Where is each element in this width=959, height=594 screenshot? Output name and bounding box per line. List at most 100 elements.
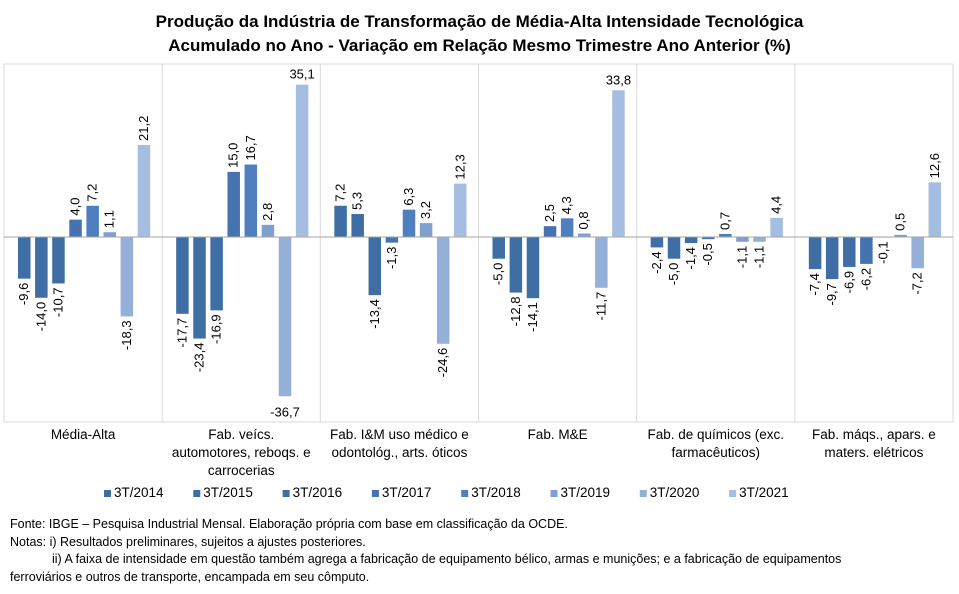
legend-label: 3T/2021	[739, 485, 789, 500]
bar-3T-2014	[650, 237, 664, 248]
data-label: 0,5	[893, 213, 908, 231]
legend-swatch	[104, 490, 111, 497]
data-label: 2,5	[542, 204, 557, 222]
bar-3T-2018	[560, 218, 574, 237]
bar-3T-2017	[701, 237, 715, 240]
data-label: 21,2	[136, 116, 151, 141]
note-1: Notas: i) Resultados preliminares, sujei…	[10, 534, 366, 549]
bar-3T-2016	[52, 237, 65, 284]
data-label: -7,4	[807, 273, 822, 295]
bar-3T-2018	[86, 205, 99, 237]
bar-3T-2015	[825, 237, 839, 280]
legend-swatch	[282, 490, 290, 497]
data-label: -24,6	[435, 348, 450, 378]
bar-3T-2018	[402, 209, 416, 237]
data-label: -5,0	[491, 263, 506, 285]
bar-3T-2020	[436, 237, 450, 344]
bar-3T-2019	[578, 233, 591, 237]
data-label: 0,7	[717, 212, 732, 230]
bar-3T-2017	[69, 219, 82, 237]
data-label: 2,8	[260, 203, 275, 221]
bar-3T-2015	[509, 237, 523, 293]
bar-3T-2016	[684, 237, 698, 244]
bar-3T-2021	[137, 144, 151, 237]
bar-3T-2018	[244, 164, 258, 237]
bar-3T-2014	[334, 205, 347, 237]
data-label: -6,2	[858, 268, 873, 290]
data-label: -11,7	[593, 292, 608, 321]
data-label: -1,3	[384, 247, 399, 269]
bar-3T-2020	[120, 237, 134, 317]
legend-label: 3T/2019	[561, 485, 611, 500]
bar-3T-2017	[860, 237, 873, 264]
legend-swatch	[550, 490, 558, 497]
data-label: 15,0	[226, 143, 241, 168]
bar-3T-2016	[843, 237, 856, 267]
note-2b: ferroviários e outros de transporte, enc…	[10, 569, 370, 584]
data-label: 35,1	[289, 67, 314, 82]
bar-3T-2015	[35, 237, 48, 298]
data-label: -12,8	[508, 297, 523, 327]
bar-3T-2014	[808, 237, 822, 270]
data-label: -16,9	[209, 314, 224, 344]
category-label: odontológ., arts. óticos	[331, 445, 467, 460]
bar-3T-2014	[18, 237, 31, 279]
bar-3T-2020	[753, 237, 766, 242]
category-label: carrocerias	[208, 463, 275, 478]
data-label: -17,7	[174, 318, 189, 348]
bar-3T-2014	[176, 237, 189, 314]
data-label: -9,6	[16, 283, 31, 305]
category-label: Fab. máqs., apars. e	[812, 427, 936, 442]
data-label: -13,4	[367, 299, 382, 329]
data-label: 4,0	[68, 198, 83, 216]
category-label: farmacêuticos)	[671, 445, 760, 460]
data-label: 3,2	[418, 201, 433, 219]
bar-3T-2017	[385, 237, 399, 243]
bar-3T-2020	[278, 237, 292, 397]
bar-3T-2015	[667, 237, 681, 259]
data-label: -23,4	[192, 343, 207, 373]
bar-3T-2019	[894, 234, 907, 237]
bar-3T-2016	[526, 237, 540, 299]
bar-3T-2015	[351, 213, 364, 237]
data-label: 12,3	[452, 154, 467, 179]
legend-label: 3T/2014	[114, 485, 164, 500]
bar-3T-2020	[595, 237, 608, 288]
data-label: -1,1	[734, 246, 749, 268]
bar-3T-2021	[295, 84, 309, 237]
category-label: Fab. de químicos (exc.	[647, 427, 784, 442]
bar-3T-2015	[193, 237, 206, 339]
legend-swatch	[371, 490, 379, 497]
data-label: 12,6	[927, 153, 942, 178]
chart-subtitle: Acumulado no Ano - Variação em Relação M…	[168, 36, 791, 55]
data-label: -14,1	[525, 302, 540, 332]
data-label: 16,7	[243, 135, 258, 160]
data-label: -0,1	[875, 241, 890, 263]
category-label: Média-Alta	[51, 427, 116, 442]
bar-3T-2017	[227, 171, 240, 237]
legend-label: 3T/2018	[471, 485, 521, 500]
data-label: 4,4	[769, 196, 784, 214]
bar-3T-2019	[736, 237, 749, 242]
legend-label: 3T/2020	[650, 485, 700, 500]
bar-3T-2021	[454, 183, 467, 237]
data-label: -18,3	[119, 320, 134, 350]
bar-3T-2019	[103, 232, 116, 237]
data-label: -9,7	[824, 283, 839, 305]
data-label: 7,2	[333, 184, 348, 202]
bar-3T-2019	[261, 224, 275, 237]
data-label: 33,8	[606, 72, 631, 87]
data-label: -5,0	[666, 263, 681, 285]
data-label: -6,9	[841, 271, 856, 293]
data-label: -10,7	[50, 287, 65, 317]
note-2a: ii) A faixa de intensidade em questão ta…	[52, 552, 842, 566]
bar-chart: -9,6-17,77,2-5,0-2,4-7,4-14,0-23,45,3-12…	[3, 63, 954, 500]
data-label: 6,3	[401, 188, 416, 206]
category-label: Fab. M&E	[528, 427, 588, 442]
legend-label: 3T/2017	[382, 485, 432, 500]
data-label: -0,5	[700, 243, 715, 265]
data-label: -14,0	[33, 302, 48, 332]
data-label: 0,8	[576, 211, 591, 229]
category-label: Fab. veícs.	[208, 427, 274, 442]
bar-3T-2016	[368, 237, 382, 296]
